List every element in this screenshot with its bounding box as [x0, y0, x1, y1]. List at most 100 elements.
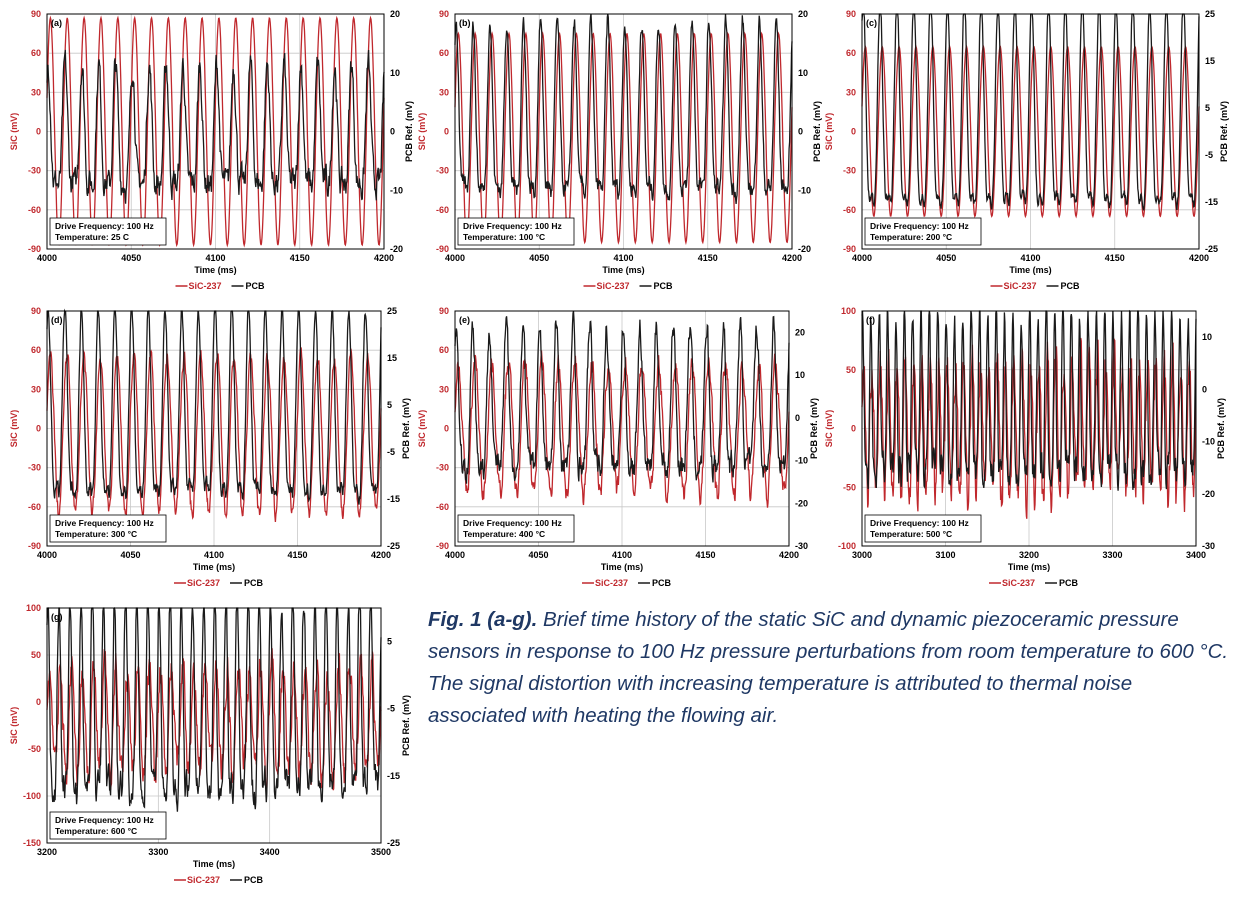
- panel-label: (c): [866, 18, 877, 28]
- x-tick-label: 4000: [445, 550, 465, 560]
- annotation-box: [49, 217, 167, 246]
- legend-label-pcb: PCB: [1061, 281, 1081, 291]
- legend-label-pcb: PCB: [1059, 578, 1079, 588]
- x-tick-label: 4150: [1105, 253, 1125, 263]
- y-left-tick-label: 0: [444, 424, 449, 434]
- y-right-tick-label: -20: [390, 244, 403, 254]
- chart-panel-g: 3200 3300 3400 3500 -150 -100 -50 0 50 100 -25 -15 -…: [9, 603, 411, 885]
- y-left-tick-label: -90: [28, 244, 41, 254]
- y-left-tick-label: 0: [36, 127, 41, 137]
- y-left-tick-label: -30: [843, 166, 856, 176]
- x-tick-label: 4050: [936, 253, 956, 263]
- plot-frame: [861, 13, 1200, 250]
- y-left-tick-label: -60: [436, 502, 449, 512]
- y-right-tick-label: 5: [387, 400, 392, 410]
- y-left-tick-label: -60: [28, 502, 41, 512]
- annotation-box: [457, 514, 575, 543]
- x-tick-label: 4100: [613, 253, 633, 263]
- panel-label: (f): [866, 315, 875, 325]
- y-right-tick-label: -10: [798, 185, 811, 195]
- panel-label: (g): [51, 612, 63, 622]
- panel-label: (d): [51, 315, 63, 325]
- annotation-temperature: Temperature: 200 °C: [870, 232, 952, 242]
- y-right-tick-label: -5: [387, 447, 395, 457]
- y-right-tick-label: -10: [1202, 437, 1215, 447]
- series-line-pcb: [46, 49, 385, 204]
- y-left-tick-label: 60: [31, 48, 41, 58]
- y-left-tick-label: -60: [843, 205, 856, 215]
- x-axis-label: Time (ms): [602, 265, 644, 275]
- x-axis-label: Time (ms): [193, 859, 235, 869]
- annotation-box: [864, 217, 982, 246]
- y-left-tick-label: -100: [838, 541, 856, 551]
- y-left-axis-label: SiC (mV): [824, 410, 834, 448]
- y-left-axis-label: SiC (mV): [9, 113, 19, 151]
- y-right-axis-label: PCB Ref. (mV): [401, 398, 411, 459]
- y-right-tick-label: -5: [1205, 150, 1213, 160]
- series-line-pcb: [46, 308, 382, 505]
- y-left-tick-label: -30: [28, 463, 41, 473]
- annotation-temperature: Temperature: 300 °C: [55, 529, 137, 539]
- annotation-drive-frequency: Drive Frequency: 100 Hz: [463, 518, 562, 528]
- panel-label: (a): [51, 18, 62, 28]
- y-right-tick-label: 25: [1205, 9, 1215, 19]
- annotation-drive-frequency: Drive Frequency: 100 Hz: [463, 221, 562, 231]
- y-right-tick-label: -20: [795, 498, 808, 508]
- plot-frame: [861, 310, 1197, 547]
- y-left-tick-label: 90: [31, 9, 41, 19]
- y-right-axis-label: PCB Ref. (mV): [401, 695, 411, 756]
- y-left-axis-label: SiC (mV): [417, 410, 427, 448]
- y-right-tick-label: 15: [387, 353, 397, 363]
- x-tick-label: 4200: [374, 253, 394, 263]
- y-left-axis-label: SIC (mV): [417, 113, 427, 151]
- y-right-tick-label: -25: [387, 838, 400, 848]
- legend-label-pcb: PCB: [652, 578, 672, 588]
- series-line-pcb: [861, 309, 1197, 491]
- y-right-axis-label: PCB Ref. (mV): [1216, 398, 1226, 459]
- series-line-sic-237: [861, 44, 1200, 219]
- y-left-tick-label: -150: [23, 838, 41, 848]
- legend-label-pcb: PCB: [246, 281, 266, 291]
- y-right-tick-label: -20: [798, 244, 811, 254]
- series-line-sic-237: [454, 350, 790, 508]
- panel-label: (e): [459, 315, 470, 325]
- y-left-tick-label: 100: [26, 603, 41, 613]
- y-left-axis-label: SiC (mV): [824, 113, 834, 151]
- legend-label-sic: SiC-237: [187, 578, 220, 588]
- x-tick-label: 4000: [852, 253, 872, 263]
- y-left-tick-label: 50: [31, 650, 41, 660]
- y-right-tick-label: 10: [1202, 332, 1212, 342]
- series-line-sic-237: [46, 346, 382, 522]
- x-tick-label: 3200: [37, 847, 57, 857]
- plot-frame: [46, 310, 382, 547]
- y-left-tick-label: -90: [843, 244, 856, 254]
- legend-label-sic: SiC-237: [1004, 281, 1037, 291]
- y-right-tick-label: 5: [1205, 103, 1210, 113]
- annotation-box: [864, 514, 982, 543]
- y-left-tick-label: 30: [846, 87, 856, 97]
- x-tick-label: 4150: [290, 253, 310, 263]
- x-tick-label: 3500: [371, 847, 391, 857]
- x-tick-label: 4200: [779, 550, 799, 560]
- x-tick-label: 4050: [121, 253, 141, 263]
- y-left-tick-label: 0: [444, 127, 449, 137]
- legend-label-pcb: PCB: [654, 281, 674, 291]
- y-left-tick-label: 90: [846, 9, 856, 19]
- y-left-axis-label: SiC (mV): [9, 707, 19, 745]
- x-axis-label: Time (ms): [1008, 562, 1050, 572]
- legend-label-sic: SiC-237: [187, 875, 220, 885]
- x-tick-label: 4200: [782, 253, 802, 263]
- y-right-tick-label: 25: [387, 306, 397, 316]
- y-right-tick-label: -15: [1205, 197, 1218, 207]
- x-tick-label: 4000: [445, 253, 465, 263]
- y-left-tick-label: 60: [31, 345, 41, 355]
- plot-frame: [454, 13, 793, 250]
- panel-label: (b): [459, 18, 471, 28]
- y-right-tick-label: -25: [387, 541, 400, 551]
- y-left-tick-label: 30: [439, 384, 449, 394]
- x-axis-label: Time (ms): [193, 562, 235, 572]
- annotation-box: [49, 514, 167, 543]
- x-tick-label: 4100: [204, 550, 224, 560]
- x-tick-label: 4000: [37, 253, 57, 263]
- chart-panel-e: 4000 4050 4100 4150 4200 -90 -60 -30 0 30 60 90 -30 -…: [417, 306, 819, 588]
